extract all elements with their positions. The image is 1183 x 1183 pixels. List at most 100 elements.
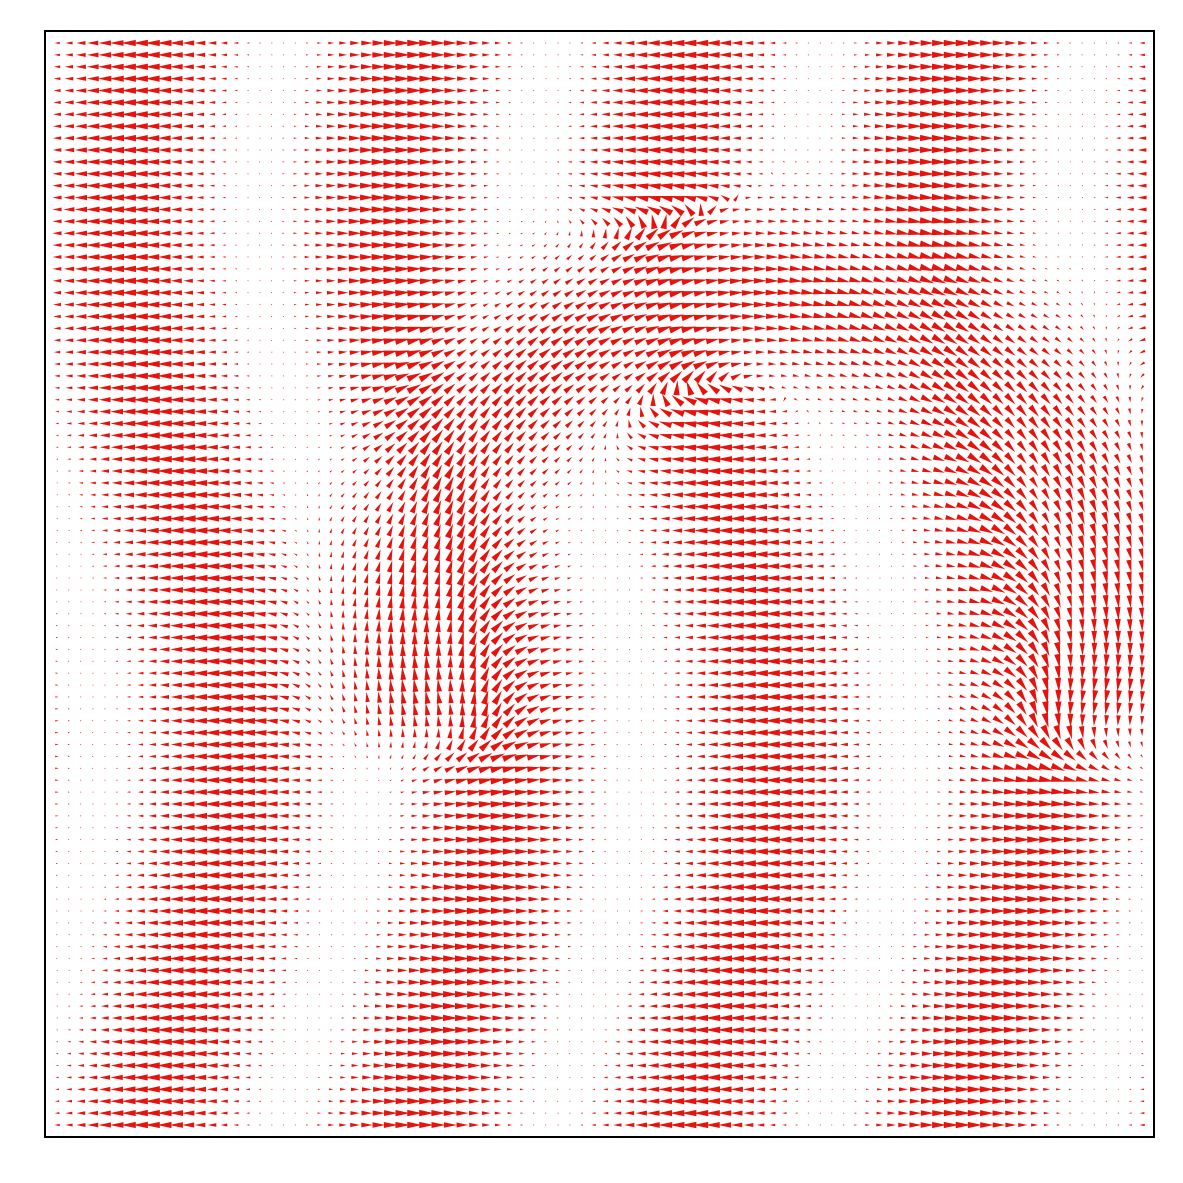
quiver-arrow [443, 40, 457, 46]
quiver-arrow [633, 254, 648, 263]
quiver-arrow [795, 149, 797, 151]
quiver-arrow [1031, 65, 1038, 69]
quiver-arrow [955, 229, 970, 236]
quiver-arrow [505, 302, 514, 309]
quiver-arrow [407, 170, 422, 177]
quiver-arrow [145, 135, 160, 142]
quiver-arrow [1032, 161, 1037, 163]
quiver-arrow [508, 101, 512, 104]
quiver-arrow [282, 173, 285, 175]
quiver-arrow [908, 99, 923, 106]
quiver-arrow [542, 255, 549, 260]
quiver-arrow [875, 112, 885, 117]
quiver-arrow [758, 160, 763, 163]
quiver-arrow [170, 195, 182, 200]
quiver-arrow [246, 339, 249, 341]
quiver-arrow [753, 277, 768, 284]
quiver-arrow [528, 313, 539, 322]
quiver-arrow [294, 303, 297, 306]
quiver-arrow [645, 278, 661, 287]
quiver-arrow [801, 265, 815, 271]
quiver-arrow [852, 219, 860, 223]
quiver-arrow [801, 277, 815, 283]
quiver-arrow [1116, 78, 1120, 80]
quiver-arrow [601, 217, 611, 227]
quiver-arrow [1081, 279, 1083, 282]
quiver-arrow [545, 101, 547, 104]
quiver-arrow [350, 52, 361, 58]
quiver-arrow [407, 266, 422, 273]
quiver-arrow [841, 125, 846, 128]
quiver-arrow [884, 335, 898, 343]
quiver-arrow [693, 291, 708, 297]
quiver-arrow [457, 88, 468, 93]
quiver-arrow [1117, 54, 1120, 56]
quiver-arrow [1005, 52, 1017, 58]
quiver-arrow [955, 87, 971, 94]
quiver-arrow [515, 336, 527, 346]
quiver-arrow [208, 338, 216, 342]
quiver-arrow [874, 206, 885, 212]
quiver-arrow [208, 315, 216, 318]
quiver-arrow [74, 147, 87, 153]
quiver-arrow [64, 88, 74, 93]
quiver-arrow [75, 123, 87, 129]
quiver-arrow [182, 337, 194, 343]
quiver-arrow [1127, 65, 1133, 68]
quiver-arrow [383, 40, 398, 46]
quiver-arrow [407, 158, 422, 165]
quiver-arrow [326, 255, 336, 260]
quiver-arrow [590, 218, 598, 226]
quiver-arrow [1115, 196, 1121, 199]
quiver-arrow [383, 158, 399, 166]
quiver-arrow [304, 160, 311, 164]
quiver-arrow [831, 78, 833, 80]
quiver-arrow [483, 101, 490, 104]
quiver-arrow [790, 325, 803, 331]
quiver-arrow [64, 112, 74, 117]
quiver-arrow [234, 113, 238, 115]
quiver-arrow [470, 256, 478, 259]
quiver-arrow [444, 326, 456, 333]
quiver-arrow [419, 290, 434, 297]
quiver-arrow [234, 327, 238, 330]
quiver-arrow [1006, 266, 1015, 271]
quiver-arrow [271, 66, 273, 68]
quiver-arrow [568, 231, 571, 236]
quiver-arrow [1057, 185, 1060, 187]
quiver-arrow [1137, 148, 1147, 152]
quiver-arrow [209, 220, 215, 223]
quiver-arrow [669, 230, 684, 240]
quiver-arrow [1057, 208, 1060, 210]
quiver-arrow [271, 42, 273, 44]
quiver-arrow [293, 196, 298, 199]
quiver-arrow [848, 323, 862, 331]
quiver-arrow [1069, 161, 1072, 163]
quiver-arrow [293, 292, 297, 294]
quiver-arrow [209, 184, 215, 187]
quiver-arrow [483, 172, 489, 175]
quiver-arrow [121, 111, 136, 118]
quiver-arrow [634, 195, 649, 202]
quiver-arrow [121, 134, 136, 142]
quiver-arrow [316, 77, 322, 80]
quiver-arrow [837, 265, 850, 271]
quiver-arrow [496, 256, 500, 259]
quiver-arrow [431, 39, 446, 47]
quiver-arrow [85, 182, 100, 189]
quiver-arrow [304, 267, 311, 271]
quiver-arrow [327, 112, 336, 117]
quiver-arrow [496, 220, 500, 223]
quiver-arrow [638, 215, 648, 230]
quiver-arrow [470, 148, 478, 152]
quiver-arrow [1126, 219, 1134, 223]
quiver-arrow [305, 339, 310, 342]
quiver-arrow [348, 171, 362, 177]
quiver-arrow [743, 40, 754, 46]
quiver-arrow [1069, 208, 1071, 210]
quiver-arrow [1019, 219, 1026, 223]
quiver-arrow [1005, 64, 1016, 69]
quiver-arrow [54, 53, 60, 57]
quiver-arrow [860, 311, 875, 319]
quiver-arrow [183, 148, 193, 152]
